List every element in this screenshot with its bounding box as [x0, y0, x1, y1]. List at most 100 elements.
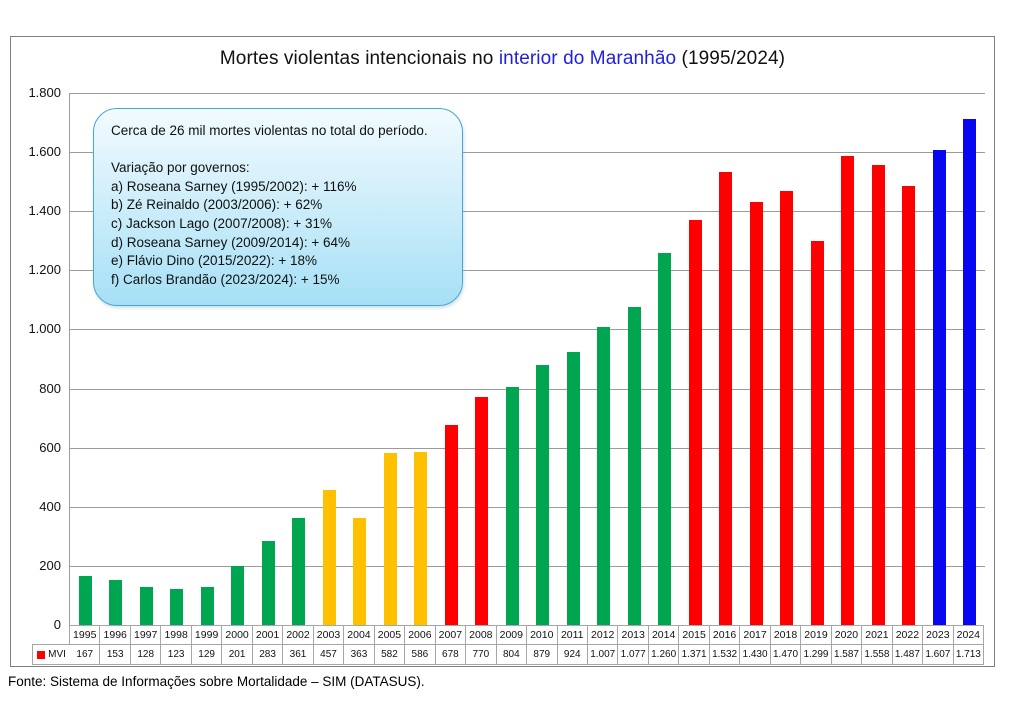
- value-cell: 201: [222, 645, 253, 664]
- bar-2004: [353, 517, 367, 625]
- bar-1996: [109, 579, 123, 625]
- year-cell: 2015: [679, 626, 710, 644]
- grid-line: [70, 93, 985, 94]
- year-cell: 2014: [649, 626, 680, 644]
- value-cell: 123: [161, 645, 192, 664]
- bar-2023: [932, 150, 946, 625]
- value-cell: 1.487: [893, 645, 924, 664]
- year-cell: 2021: [862, 626, 893, 644]
- bar-2019: [810, 241, 824, 625]
- value-cell: 586: [405, 645, 436, 664]
- year-cell: 2002: [283, 626, 314, 644]
- value-cell: 1.077: [618, 645, 649, 664]
- year-cell: 2022: [893, 626, 924, 644]
- callout-line: [111, 141, 452, 160]
- bar-2008: [475, 397, 489, 625]
- year-cell: 2007: [436, 626, 467, 644]
- value-cell: 1.430: [740, 645, 771, 664]
- bar-2013: [627, 306, 641, 625]
- callout-line: f) Carlos Brandão (2023/2024): + 15%: [111, 271, 340, 287]
- y-axis-label: 1.400: [28, 203, 61, 219]
- value-cell: 1.371: [679, 645, 710, 664]
- value-cell: 167: [70, 645, 101, 664]
- value-cell: 1.532: [710, 645, 741, 664]
- y-axis-label: 1.200: [28, 262, 61, 278]
- bar-2006: [414, 451, 428, 625]
- source-footnote: Fonte: Sistema de Informações sobre Mort…: [8, 674, 425, 689]
- callout-line: Variação por governos:: [111, 160, 250, 176]
- value-cell: 924: [558, 645, 588, 664]
- annotation-callout: Cerca de 26 mil mortes violentas no tota…: [93, 108, 463, 306]
- chart-figure: Mortes violentas intencionais no interio…: [10, 36, 995, 667]
- year-cell: 2011: [558, 626, 588, 644]
- bar-2000: [231, 565, 245, 625]
- value-cell: 804: [497, 645, 528, 664]
- value-cell: 153: [100, 645, 131, 664]
- year-cell: 2017: [740, 626, 771, 644]
- year-cell: 2019: [801, 626, 832, 644]
- grid-line: [70, 329, 985, 331]
- table-year-row: 1995 1996 1997 1998 1999 2000 2001 2002 2003 2004…: [69, 625, 984, 645]
- callout-line: Cerca de 26 mil mortes violentas no tota…: [111, 123, 428, 138]
- bar-2002: [292, 518, 306, 625]
- callout-line: e) Flávio Dino (2015/2022): + 18%: [111, 253, 317, 269]
- value-cell: 879: [527, 645, 558, 664]
- value-cell: 363: [344, 645, 375, 664]
- value-cell: 283: [253, 645, 284, 664]
- chart-title-suffix: (1995/2024): [676, 48, 786, 69]
- year-cell: 2020: [832, 626, 863, 644]
- bar-2017: [749, 202, 763, 625]
- year-cell: 2006: [405, 626, 436, 644]
- value-cell: 1.607: [923, 645, 954, 664]
- value-cell: 361: [283, 645, 314, 664]
- bar-2011: [566, 351, 580, 625]
- grid-line: [70, 211, 985, 213]
- chart-title-highlight: interior do Maranhão: [498, 48, 677, 69]
- year-cell: 2023: [923, 626, 954, 644]
- legend-label: MVI: [48, 649, 66, 660]
- year-cell: 2013: [618, 626, 649, 644]
- value-cell: 1.558: [862, 645, 893, 664]
- value-cell: 678: [436, 645, 467, 664]
- bar-1998: [170, 588, 184, 625]
- bar-2007: [444, 424, 458, 625]
- value-cell: 1.007: [588, 645, 619, 664]
- value-cell: 770: [466, 645, 497, 664]
- value-cell: 128: [131, 645, 162, 664]
- y-axis-label: 800: [39, 380, 61, 396]
- bar-2005: [383, 453, 397, 625]
- year-cell: 1999: [192, 626, 223, 644]
- value-cell: 1.713: [955, 649, 981, 660]
- value-cell: 582: [375, 645, 406, 664]
- y-axis-label: 600: [39, 439, 61, 455]
- bar-2003: [322, 489, 336, 625]
- plot-area: [69, 93, 985, 625]
- chart-title: Mortes violentas intencionais no interio…: [11, 48, 994, 70]
- value-cell: 1.299: [801, 645, 832, 664]
- year-cell: 2016: [710, 626, 741, 644]
- bar-2024: [963, 118, 977, 625]
- bar-1997: [139, 587, 153, 625]
- year-cell: 2004: [344, 626, 375, 644]
- value-cell: 1.587: [832, 645, 863, 664]
- callout-line: a) Roseana Sarney (1995/2002): + 116%: [111, 178, 357, 194]
- y-axis-label: 200: [39, 557, 61, 573]
- bar-2001: [261, 541, 275, 625]
- bar-2021: [871, 164, 885, 625]
- y-axis-label: 0: [53, 617, 61, 632]
- bar-2014: [658, 252, 672, 625]
- year-cell: 1996: [100, 626, 131, 644]
- y-axis-label: 400: [39, 498, 61, 514]
- year-cell: 1997: [131, 626, 162, 644]
- grid-line: [70, 152, 985, 154]
- grid-line: [70, 506, 985, 508]
- year-cell: 1995: [70, 626, 101, 644]
- bar-1995: [78, 575, 92, 625]
- y-axis-label: 1.800: [28, 85, 61, 100]
- year-cell: 2009: [497, 626, 528, 644]
- y-axis-label: 1.000: [28, 321, 61, 337]
- value-cell: 1.470: [771, 645, 802, 664]
- year-cell: 2012: [588, 626, 619, 644]
- y-axis-label: 1.600: [28, 144, 61, 160]
